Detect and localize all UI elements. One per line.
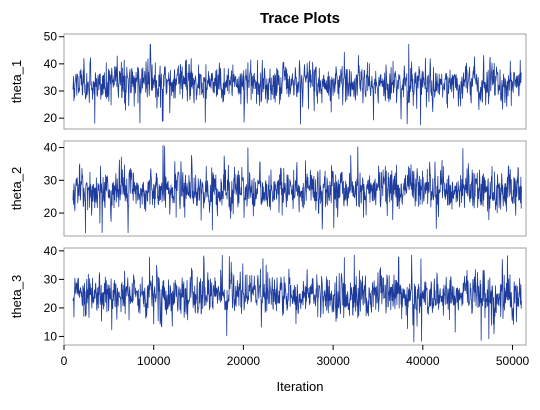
y-tick-label-theta_3: 40 <box>44 244 58 258</box>
y-tick-label-theta_1: 40 <box>44 57 58 71</box>
panel-theta_1: 20 30 40 50 theta_1 <box>9 30 527 130</box>
y-tick-label-theta_3: 30 <box>44 272 58 286</box>
x-tick-label: 30000 <box>316 354 350 368</box>
trace-panels: 20 30 40 50 theta_1 20 30 40 theta_2 10 20 30 40 thet… <box>9 30 530 368</box>
y-tick-label-theta_1: 20 <box>44 111 58 125</box>
panel-theta_3: 10 20 30 40 theta_3 <box>9 244 527 346</box>
y-tick-label-theta_1: 30 <box>44 84 58 98</box>
trace-line-theta_2 <box>72 145 522 234</box>
y-axis-label-theta_2: theta_2 <box>9 167 24 210</box>
panel-theta_2: 20 30 40 theta_2 <box>9 140 527 237</box>
trace-line-theta_3 <box>72 254 522 343</box>
panel-frame-theta_2 <box>63 140 527 237</box>
chart-title: Trace Plots <box>260 10 340 27</box>
panel-frame-theta_3 <box>63 247 527 346</box>
trace-line-theta_1 <box>72 43 522 126</box>
y-tick-label-theta_2: 30 <box>44 173 58 187</box>
y-axis-label-theta_3: theta_3 <box>9 275 24 318</box>
x-tick-label: 20000 <box>227 354 261 368</box>
x-tick-label: 10000 <box>137 354 171 368</box>
y-tick-label-theta_3: 20 <box>44 301 58 315</box>
y-tick-label-theta_1: 50 <box>44 30 58 44</box>
y-axis-label-theta_1: theta_1 <box>9 60 24 103</box>
x-tick-label: 50000 <box>496 354 530 368</box>
y-tick-label-theta_2: 20 <box>44 206 58 220</box>
y-tick-label-theta_3: 10 <box>44 329 58 343</box>
y-tick-label-theta_2: 40 <box>44 141 58 155</box>
x-tick-label: 0 <box>61 354 68 368</box>
x-tick-label: 40000 <box>406 354 440 368</box>
x-axis-label: Iteration <box>277 379 324 394</box>
x-axis: 0 10000 20000 30000 40000 50000 <box>61 345 530 368</box>
panel-frame-theta_1 <box>63 33 527 130</box>
